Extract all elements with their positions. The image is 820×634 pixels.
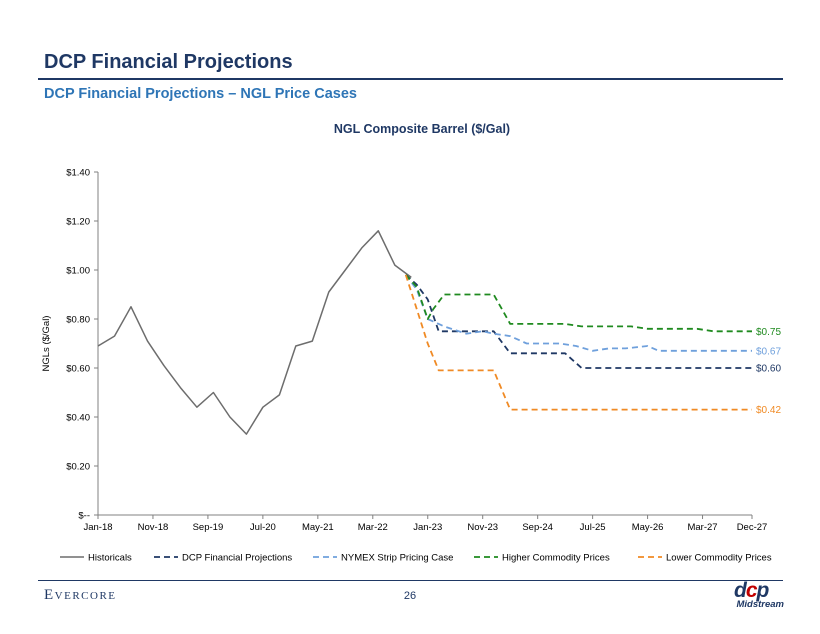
page-title: DCP Financial Projections (44, 51, 293, 73)
end-value-label: $0.75 (756, 327, 781, 338)
chart-title: NGL Composite Barrel ($/Gal) (334, 122, 510, 136)
legend-label: Historicals (88, 553, 132, 564)
x-tick-label: Mar-22 (358, 522, 388, 533)
legend-label: DCP Financial Projections (182, 553, 292, 564)
x-tick-label: Jul-20 (250, 522, 276, 533)
series-line-nymex-strip-pricing-case (405, 274, 752, 352)
section-subtitle: DCP Financial Projections – NGL Price Ca… (44, 86, 357, 102)
x-tick-label: Dec-27 (737, 522, 768, 533)
x-tick-label: Mar-27 (687, 522, 717, 533)
y-tick-label: $1.20 (66, 217, 90, 228)
title-divider (38, 78, 783, 80)
end-value-label: $0.60 (756, 364, 781, 375)
page-number: 26 (403, 590, 417, 602)
dcp-logo-subtext: Midstream (736, 599, 784, 610)
x-tick-label: Jul-25 (580, 522, 606, 533)
legend-label: Lower Commodity Prices (666, 553, 772, 564)
y-tick-label: $0.20 (66, 462, 90, 473)
legend-label: NYMEX Strip Pricing Case (341, 553, 453, 564)
end-value-label: $0.42 (756, 405, 781, 416)
x-tick-label: Sep-19 (193, 522, 224, 533)
y-tick-label: $0.40 (66, 413, 90, 424)
y-axis-title: NGLs ($/Gal) (41, 316, 52, 372)
evercore-logo-text: Evercore (44, 587, 117, 603)
y-tick-label: $1.00 (66, 266, 90, 277)
legend-label: Higher Commodity Prices (502, 553, 610, 564)
dcp-midstream-logo: dcp Midstream (734, 579, 790, 611)
x-tick-label: May-26 (632, 522, 664, 533)
series-line-lower-commodity-prices (404, 274, 752, 411)
y-tick-label: $0.60 (66, 364, 90, 375)
y-tick-label: $0.80 (66, 315, 90, 326)
y-tick-label: $-- (78, 511, 90, 522)
end-value-label: $0.67 (756, 346, 781, 357)
x-tick-label: Nov-23 (467, 522, 498, 533)
ngl-price-chart: NGL Composite Barrel ($/Gal) $-- $0.20 $0.… (41, 122, 781, 564)
x-tick-label: Nov-18 (138, 522, 169, 533)
footer-divider (38, 580, 783, 581)
x-tick-label: May-21 (302, 522, 334, 533)
y-tick-label: $1.40 (66, 168, 90, 179)
series-line-higher-commodity-prices (405, 274, 752, 333)
series-line-dcp-financial-projections (405, 274, 752, 369)
x-tick-label: Sep-24 (522, 522, 553, 533)
x-tick-label: Jan-18 (83, 522, 112, 533)
x-tick-label: Jan-23 (413, 522, 442, 533)
series-line-historicals (97, 230, 412, 435)
dcp-logo-mark: dcp (734, 579, 769, 602)
